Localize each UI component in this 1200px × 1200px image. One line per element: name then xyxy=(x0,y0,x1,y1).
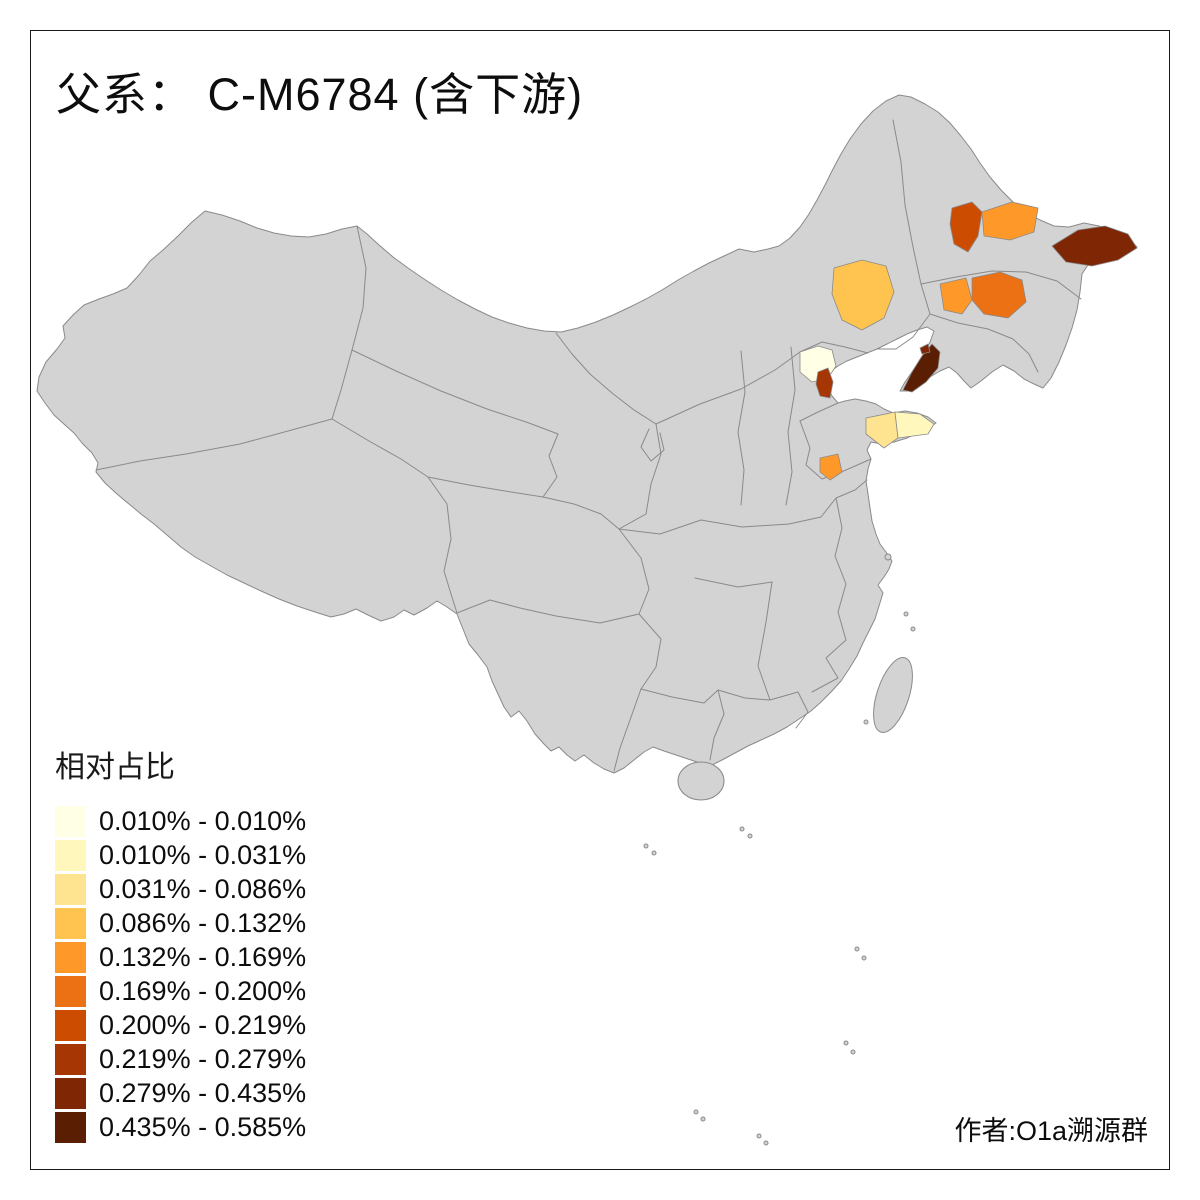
attribution-text: 作者:O1a溯源群 xyxy=(954,1116,1148,1146)
islands xyxy=(677,657,913,801)
legend-items: 0.010% - 0.010% 0.010% - 0.031% 0.031% - 0… xyxy=(55,804,306,1144)
legend-swatch xyxy=(55,873,86,905)
region-central-jilin xyxy=(971,271,1027,319)
legend-swatch xyxy=(55,1043,86,1075)
legend-swatch xyxy=(55,1077,86,1109)
region-north-central-heilongjiang xyxy=(981,201,1039,241)
legend-item: 0.010% - 0.010% xyxy=(55,804,306,838)
legend-label: 0.010% - 0.031% xyxy=(99,839,307,870)
legend-label: 0.169% - 0.200% xyxy=(99,975,307,1006)
choropleth-regions xyxy=(799,201,1138,481)
legend-item: 0.169% - 0.200% xyxy=(55,974,306,1008)
page-title: 父系： C-M6784 (含下游) xyxy=(56,69,584,120)
region-far-east-heilongjiang xyxy=(1051,225,1138,267)
legend-swatch xyxy=(55,1111,86,1143)
legend-label: 0.219% - 0.279% xyxy=(99,1043,307,1074)
legend-label: 0.031% - 0.086% xyxy=(99,873,307,904)
hainan-island xyxy=(677,761,725,801)
region-southwest-shandong xyxy=(819,453,843,481)
legend-label: 0.132% - 0.169% xyxy=(99,941,307,972)
legend-label: 0.086% - 0.132% xyxy=(99,907,307,938)
legend-title: 相对占比 xyxy=(55,751,175,784)
legend-item: 0.031% - 0.086% xyxy=(55,872,306,906)
region-shandong-peninsula-west xyxy=(865,411,899,449)
region-west-jilin xyxy=(939,277,973,315)
legend-swatch xyxy=(55,805,86,837)
legend-swatch xyxy=(55,975,86,1007)
legend: 相对占比 0.010% - 0.010% 0.010% - 0.031% 0.031… xyxy=(55,742,306,1144)
legend-item: 0.200% - 0.219% xyxy=(55,1008,306,1042)
islet-specks xyxy=(643,553,916,1146)
legend-swatch xyxy=(55,839,86,871)
region-liaodong-peninsula-dalian xyxy=(902,343,941,393)
legend-item: 0.435% - 0.585% xyxy=(55,1110,306,1144)
legend-item: 0.132% - 0.169% xyxy=(55,940,306,974)
region-east-inner-mongolia-tongliao xyxy=(831,259,895,331)
legend-label: 0.279% - 0.435% xyxy=(99,1077,307,1108)
region-tianjin xyxy=(815,367,834,399)
mainland-china-shape xyxy=(36,94,1138,774)
region-liaoning-small-spot xyxy=(919,343,931,355)
legend-swatch xyxy=(55,907,86,939)
legend-item: 0.010% - 0.031% xyxy=(55,838,306,872)
legend-item: 0.279% - 0.435% xyxy=(55,1076,306,1110)
legend-label: 0.200% - 0.219% xyxy=(99,1009,307,1040)
legend-item: 0.219% - 0.279% xyxy=(55,1042,306,1076)
legend-item: 0.086% - 0.132% xyxy=(55,906,306,940)
legend-swatch xyxy=(55,1009,86,1041)
province-boundaries xyxy=(95,119,1082,772)
legend-swatch xyxy=(55,941,86,973)
taiwan-island xyxy=(873,657,913,733)
legend-label: 0.435% - 0.585% xyxy=(99,1111,307,1142)
legend-label: 0.010% - 0.010% xyxy=(99,805,307,836)
region-west-heilongjiang-strip xyxy=(949,201,983,253)
region-shandong-peninsula-tip xyxy=(894,411,935,439)
